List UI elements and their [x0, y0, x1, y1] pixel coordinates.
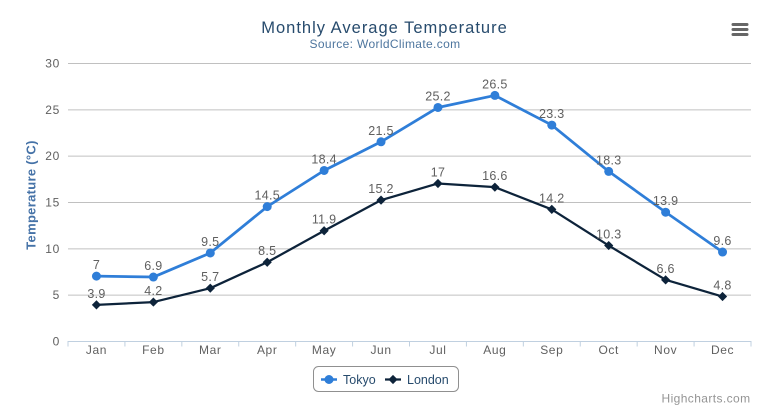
svg-text:Oct: Oct: [598, 343, 619, 357]
svg-text:7: 7: [93, 258, 100, 272]
svg-text:10: 10: [45, 242, 60, 256]
svg-text:15: 15: [45, 196, 60, 210]
svg-text:London: London: [407, 373, 449, 387]
svg-text:20: 20: [45, 149, 60, 163]
svg-text:Tokyo: Tokyo: [343, 373, 376, 387]
svg-text:Jul: Jul: [429, 343, 446, 357]
svg-text:Aug: Aug: [483, 343, 506, 357]
svg-text:Nov: Nov: [654, 343, 677, 357]
svg-text:30: 30: [45, 57, 60, 71]
svg-text:14.2: 14.2: [539, 191, 565, 205]
svg-text:Jan: Jan: [86, 343, 107, 357]
svg-text:18.4: 18.4: [311, 152, 337, 166]
svg-text:Mar: Mar: [199, 343, 221, 357]
svg-text:Dec: Dec: [711, 343, 734, 357]
svg-text:15.2: 15.2: [368, 182, 394, 196]
svg-text:0: 0: [53, 335, 60, 349]
svg-text:5: 5: [53, 288, 60, 302]
svg-text:Temperature (°C): Temperature (°C): [24, 140, 39, 249]
svg-text:14.5: 14.5: [254, 189, 280, 203]
svg-text:Jun: Jun: [370, 343, 391, 357]
svg-text:6.6: 6.6: [656, 262, 674, 276]
svg-text:Feb: Feb: [142, 343, 164, 357]
svg-text:21.5: 21.5: [368, 124, 394, 138]
svg-text:25.2: 25.2: [425, 89, 451, 103]
svg-text:9.5: 9.5: [201, 235, 219, 249]
svg-text:5.7: 5.7: [201, 270, 219, 284]
svg-text:6.9: 6.9: [144, 259, 162, 273]
svg-text:16.6: 16.6: [482, 169, 508, 183]
svg-text:18.3: 18.3: [596, 153, 622, 167]
svg-text:4.2: 4.2: [144, 284, 162, 298]
svg-text:Apr: Apr: [257, 343, 277, 357]
svg-text:4.8: 4.8: [713, 279, 731, 293]
svg-text:17: 17: [431, 165, 446, 179]
svg-text:Sep: Sep: [540, 343, 563, 357]
svg-text:10.3: 10.3: [596, 228, 622, 242]
svg-text:11.9: 11.9: [312, 213, 337, 227]
svg-text:26.5: 26.5: [482, 77, 508, 91]
svg-text:8.5: 8.5: [258, 244, 276, 258]
svg-text:9.6: 9.6: [713, 234, 731, 248]
svg-text:13.9: 13.9: [653, 194, 679, 208]
svg-text:23.3: 23.3: [539, 107, 565, 121]
svg-text:3.9: 3.9: [87, 287, 105, 301]
svg-text:May: May: [312, 343, 336, 357]
svg-text:Source: WorldClimate.com: Source: WorldClimate.com: [310, 37, 461, 51]
svg-text:25: 25: [45, 103, 60, 117]
svg-text:Monthly Average Temperature: Monthly Average Temperature: [261, 19, 508, 37]
svg-text:Highcharts.com: Highcharts.com: [662, 392, 751, 406]
